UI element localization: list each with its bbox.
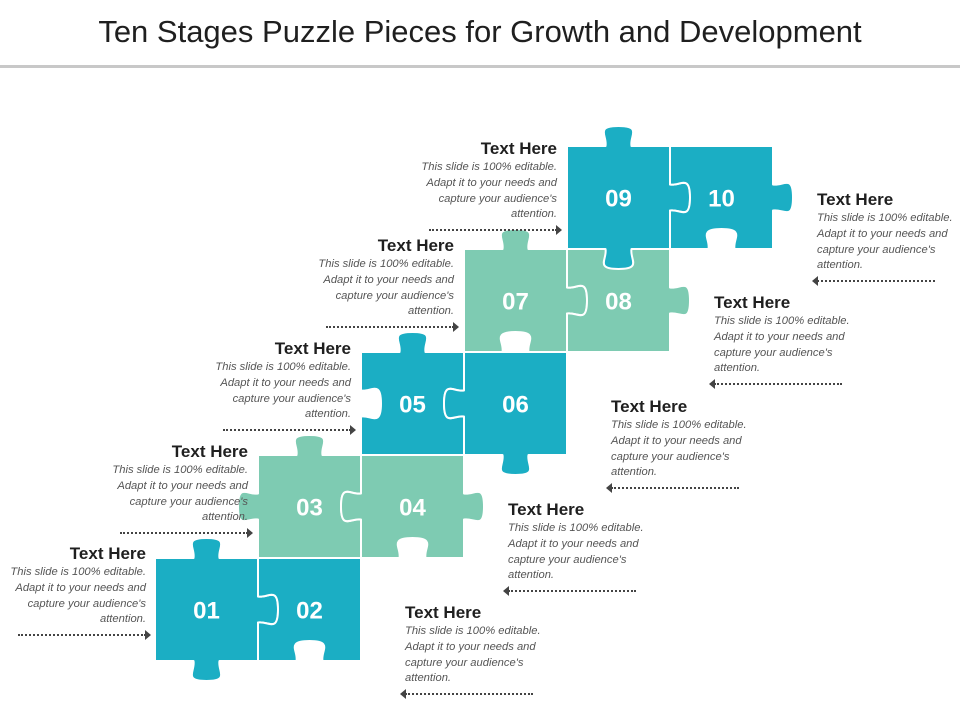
callout-stage-08: Text Here This slide is 100% editable. A… bbox=[709, 293, 864, 393]
puzzle-piece-06: 06 bbox=[443, 351, 568, 476]
puzzle-piece-number: 01 bbox=[193, 598, 220, 625]
callout-stage-04: Text Here This slide is 100% editable. A… bbox=[503, 500, 658, 600]
puzzle-piece-02: 02 bbox=[257, 557, 362, 662]
callout-heading: Text Here bbox=[171, 442, 248, 461]
callout-body: This slide is 100% editable. Adapt it to… bbox=[714, 315, 850, 375]
puzzle-piece-shape bbox=[566, 248, 691, 353]
puzzle-piece-number: 08 bbox=[605, 289, 632, 316]
callout-stage-07: Text Here This slide is 100% editable. A… bbox=[304, 236, 459, 336]
puzzle-piece-number: 02 bbox=[296, 598, 323, 625]
puzzle-piece-number: 09 bbox=[605, 186, 632, 213]
callout-heading: Text Here bbox=[508, 500, 585, 519]
puzzle-piece-number: 05 bbox=[399, 392, 426, 419]
callout-stage-09: Text Here This slide is 100% editable. A… bbox=[407, 139, 562, 239]
puzzle-piece-number: 10 bbox=[708, 186, 735, 213]
callout-body: This slide is 100% editable. Adapt it to… bbox=[421, 161, 557, 221]
arrow-right-icon bbox=[429, 225, 562, 239]
callout-heading: Text Here bbox=[377, 236, 454, 255]
callout-heading: Text Here bbox=[480, 139, 557, 158]
arrow-right-icon bbox=[120, 528, 253, 542]
callout-heading: Text Here bbox=[405, 603, 482, 622]
callout-body: This slide is 100% editable. Adapt it to… bbox=[405, 625, 541, 685]
puzzle-piece-10: 10 bbox=[669, 145, 794, 250]
callout-stage-06: Text Here This slide is 100% editable. A… bbox=[606, 397, 761, 497]
puzzle-piece-05: 05 bbox=[360, 331, 465, 456]
puzzle-piece-04: 04 bbox=[340, 454, 485, 559]
callout-heading: Text Here bbox=[714, 293, 791, 312]
puzzle-piece-shape bbox=[669, 145, 794, 250]
arrow-right-icon bbox=[18, 630, 151, 644]
callout-heading: Text Here bbox=[817, 190, 894, 209]
callout-body: This slide is 100% editable. Adapt it to… bbox=[611, 419, 747, 479]
callout-body: This slide is 100% editable. Adapt it to… bbox=[10, 566, 146, 626]
arrow-right-icon bbox=[223, 425, 356, 439]
puzzle-piece-03: 03 bbox=[237, 434, 362, 559]
arrow-left-icon bbox=[400, 689, 533, 703]
puzzle-piece-number: 03 bbox=[296, 495, 323, 522]
callout-stage-10: Text Here This slide is 100% editable. A… bbox=[812, 190, 957, 290]
arrow-right-icon bbox=[326, 322, 459, 336]
puzzle-piece-number: 04 bbox=[399, 495, 426, 522]
arrow-left-icon bbox=[606, 483, 739, 497]
callout-body: This slide is 100% editable. Adapt it to… bbox=[215, 361, 351, 421]
callout-stage-02: Text Here This slide is 100% editable. A… bbox=[400, 603, 555, 703]
puzzle-piece-number: 07 bbox=[502, 289, 529, 316]
slide-title: Ten Stages Puzzle Pieces for Growth and … bbox=[98, 14, 862, 49]
callout-body: This slide is 100% editable. Adapt it to… bbox=[318, 258, 454, 318]
puzzle-piece-number: 06 bbox=[502, 392, 529, 419]
puzzle-piece-09: 09 bbox=[566, 125, 691, 270]
callout-heading: Text Here bbox=[611, 397, 688, 416]
puzzle-piece-shape bbox=[340, 454, 485, 559]
callout-stage-01: Text Here This slide is 100% editable. A… bbox=[0, 544, 151, 644]
title-divider bbox=[0, 65, 960, 68]
callout-stage-03: Text Here This slide is 100% editable. A… bbox=[98, 442, 253, 542]
callout-body: This slide is 100% editable. Adapt it to… bbox=[508, 522, 644, 582]
callout-heading: Text Here bbox=[274, 339, 351, 358]
puzzle-piece-08: 08 bbox=[566, 248, 691, 353]
callout-heading: Text Here bbox=[69, 544, 146, 563]
callout-stage-05: Text Here This slide is 100% editable. A… bbox=[201, 339, 356, 439]
puzzle-piece-shape bbox=[257, 557, 362, 662]
arrow-left-icon bbox=[709, 379, 842, 393]
puzzle-piece-shape bbox=[443, 351, 568, 476]
arrow-left-icon bbox=[812, 276, 935, 290]
callout-body: This slide is 100% editable. Adapt it to… bbox=[112, 464, 248, 524]
callout-body: This slide is 100% editable. Adapt it to… bbox=[817, 212, 953, 272]
arrow-left-icon bbox=[503, 586, 636, 600]
